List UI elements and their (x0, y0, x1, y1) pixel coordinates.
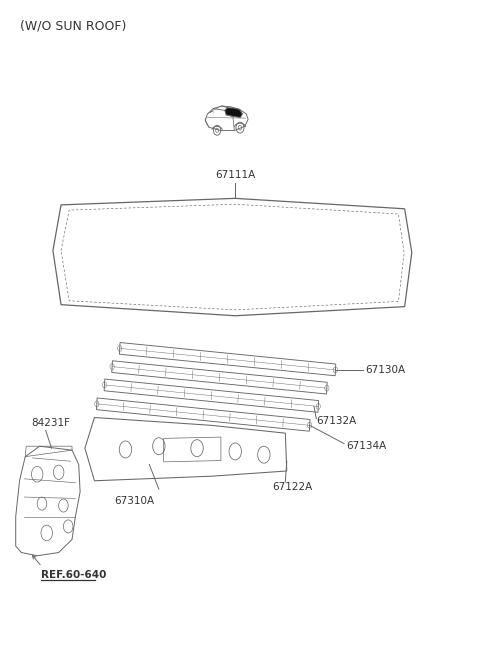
Text: 84231F: 84231F (31, 418, 70, 428)
Text: 67132A: 67132A (316, 417, 357, 426)
Text: 67134A: 67134A (346, 441, 386, 451)
Text: 67310A: 67310A (114, 496, 154, 506)
Polygon shape (225, 107, 242, 117)
Text: 67122A: 67122A (273, 481, 312, 492)
Text: (W/O SUN ROOF): (W/O SUN ROOF) (21, 20, 127, 33)
Text: 67111A: 67111A (215, 170, 255, 180)
Text: 67130A: 67130A (365, 365, 405, 375)
Text: REF.60-640: REF.60-640 (41, 571, 107, 580)
